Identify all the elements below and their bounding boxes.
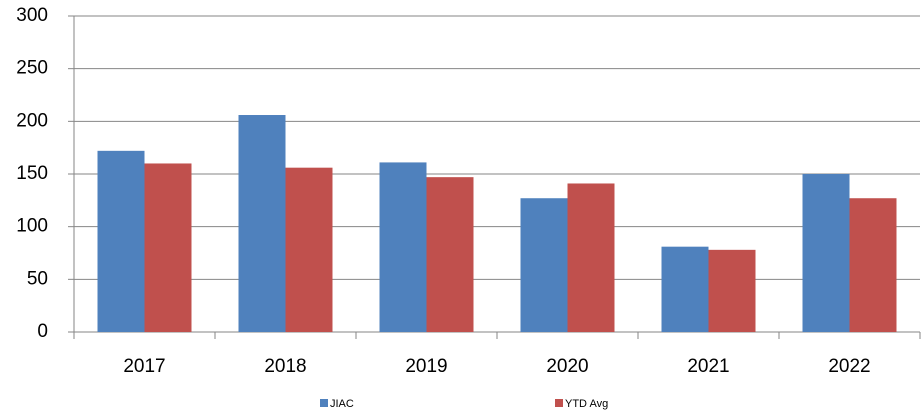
- bar: [238, 115, 286, 332]
- bar: [849, 198, 897, 332]
- legend-label: JIAC: [330, 398, 354, 410]
- bar: [708, 249, 756, 332]
- bar: [802, 174, 850, 332]
- x-tick-label: 2017: [123, 356, 165, 377]
- bar: [567, 183, 615, 332]
- y-tick-label: 300: [16, 5, 48, 26]
- y-tick-label: 0: [37, 321, 48, 342]
- x-tick-label: 2022: [828, 356, 870, 377]
- y-tick-label: 100: [16, 216, 48, 237]
- legend-label: YTD Avg: [565, 398, 608, 410]
- y-tick-label: 200: [16, 110, 48, 131]
- legend-swatch: [555, 399, 563, 407]
- bar: [379, 162, 427, 332]
- bar: [661, 246, 709, 332]
- bar: [144, 163, 192, 332]
- x-tick-label: 2018: [264, 356, 306, 377]
- bar: [520, 198, 568, 332]
- legend-swatch: [320, 399, 328, 407]
- x-tick-label: 2021: [687, 356, 729, 377]
- bar: [426, 177, 474, 332]
- bar: [285, 167, 333, 332]
- y-tick-label: 50: [27, 268, 48, 289]
- y-tick-label: 250: [16, 58, 48, 79]
- y-tick-label: 150: [16, 163, 48, 184]
- x-tick-label: 2020: [546, 356, 588, 377]
- x-tick-label: 2019: [405, 356, 447, 377]
- bar: [97, 150, 145, 332]
